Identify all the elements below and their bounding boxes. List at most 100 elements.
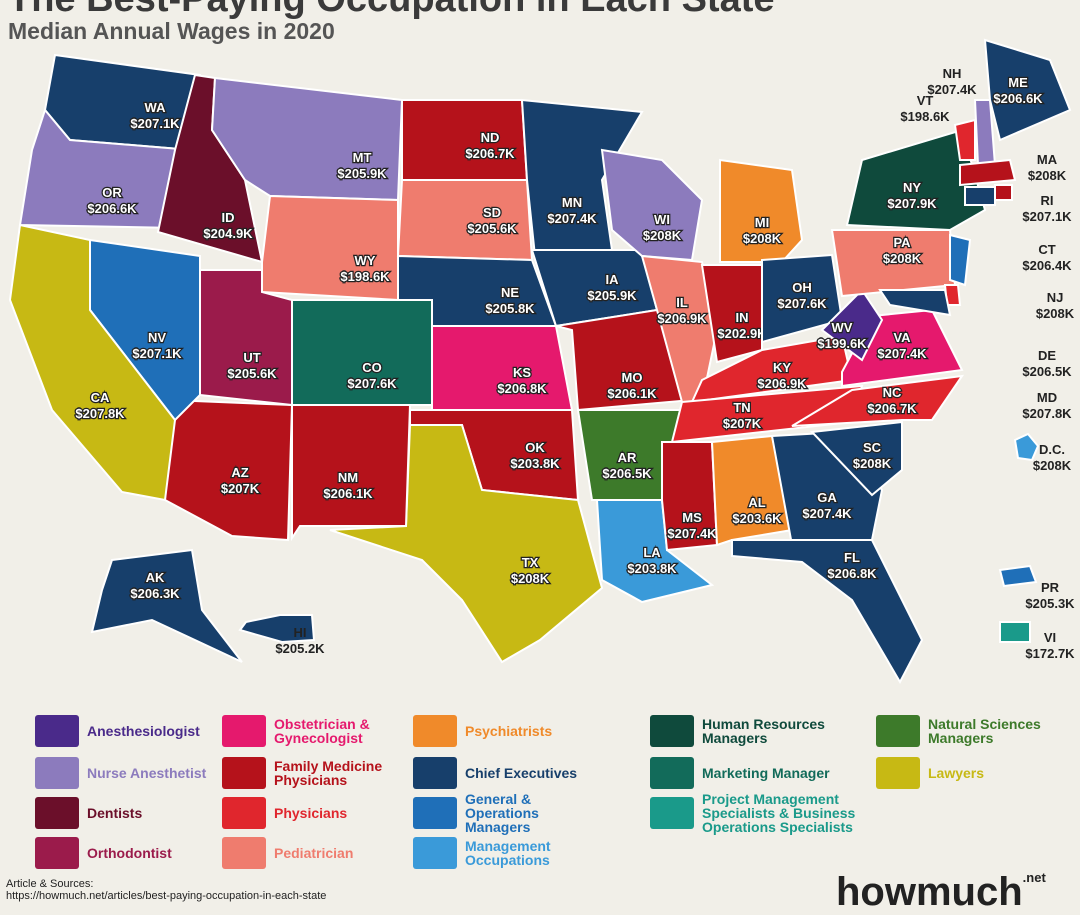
state-wage: $207.9K [887,196,937,211]
sources-label: Article & Sources: [6,878,94,890]
state-wage: $207.1K [130,116,180,131]
state-code: SD [483,205,501,220]
state-shape [719,158,804,263]
state-shape [959,158,1017,187]
state-shape [809,420,903,497]
legend-swatch [876,715,920,747]
legend-swatch [413,715,457,747]
state-shape [661,441,719,552]
sources: Article & Sources: https://howmuch.net/ar… [6,878,326,902]
state-wage: $207.8K [1022,406,1072,421]
state-code: IA [606,272,620,287]
state-code: NC [883,385,902,400]
legend-label: General & Operations Managers [465,791,539,835]
state-code: LA [643,545,661,560]
state-shape [600,148,704,262]
state-shape [8,223,177,502]
state-code: KS [513,365,531,380]
legend-label: Natural Sciences Managers [928,716,1041,746]
state-code: WY [355,253,376,268]
state-shape [949,233,972,287]
state-shape [90,548,243,663]
state-code: NY [903,180,921,195]
state-code: NM [338,470,358,485]
legend-swatch [222,715,266,747]
state-wage: $205.2K [275,641,325,656]
state-code: AZ [231,465,248,480]
legend-label: Nurse Anesthetist [87,765,207,781]
logo-text: howmuch [836,870,1023,914]
legend-label: Chief Executives [465,765,578,781]
legend-label: Management Occupations [465,838,551,868]
legend-item: Pediatrician [222,836,414,870]
state-shape [845,128,987,232]
state-code: MS [682,510,702,525]
state-wage: $206.8K [497,381,547,396]
state-code: MA [1037,152,1058,167]
state-wage: $208K [1033,458,1072,473]
legend-swatch [222,837,266,869]
state-wage: $206.6K [87,201,137,216]
state-wage: $206.6K [993,91,1043,106]
state-code: MO [622,370,643,385]
legend-label: Obstetrician & Gynecologist [274,716,370,746]
state-code: WV [832,320,853,335]
state-shape [401,99,529,181]
legend-item: Natural Sciences Managers [876,714,1068,748]
state-code: WI [654,212,670,227]
state-wage: $207.4K [667,526,717,541]
legend-item: Human Resources Managers [650,714,862,748]
state-code: NH [943,66,962,81]
legend-item: Psychiatrists [413,714,605,748]
state-wage: $203.6K [732,511,782,526]
state-wage: $172.7K [1025,646,1075,661]
state-wage: $207.8K [75,406,125,421]
legend-swatch [35,715,79,747]
state-wage: $207.4K [877,346,927,361]
state-code: MT [353,150,372,165]
state-wage: $206.1K [607,386,657,401]
state-wage: $206.5K [602,466,652,481]
legend-item: Lawyers [876,756,1068,790]
state-code: WA [145,100,167,115]
state-shape [710,434,794,547]
state-code: MD [1037,390,1057,405]
state-wage: $206.7K [867,401,917,416]
legend-item: Anesthesiologist [35,714,227,748]
legend-item: Orthodontist [35,836,227,870]
legend-label: Anesthesiologist [87,723,200,739]
state-wage: $208K [743,231,782,246]
state-code: VI [1044,630,1056,645]
state-code: UT [243,350,260,365]
state-code: HI [294,625,307,640]
legend-item: Nurse Anesthetist [35,756,227,790]
state-wage: $208K [511,571,550,586]
state-wage: $206.9K [657,311,707,326]
state-shape [820,288,884,362]
legend-swatch [222,797,266,829]
state-wage: $205.3K [1025,596,1075,611]
legend-label: Physicians [274,805,348,821]
state-shape [1013,432,1040,462]
state-code: SC [863,440,882,455]
legend-swatch [35,757,79,789]
legend-item: Chief Executives [413,756,605,790]
legend-swatch [650,757,694,789]
state-code: TX [522,555,539,570]
legend-swatch [35,837,79,869]
state-code: VA [893,330,911,345]
state-code: FL [844,550,860,565]
state-wage: $208K [883,251,922,266]
state-code: GA [817,490,837,505]
state-wage: $207K [221,481,260,496]
state-wage: $207.6K [347,376,397,391]
state-wage: $206.4K [1022,258,1072,273]
state-wage: $207.4K [802,506,852,521]
legend-label: Dentists [87,805,143,821]
state-shape [731,539,924,685]
state-code: PR [1041,580,1060,595]
state-shape [994,184,1013,201]
state-wage: $205.6K [467,221,517,236]
legend-swatch [650,797,694,829]
